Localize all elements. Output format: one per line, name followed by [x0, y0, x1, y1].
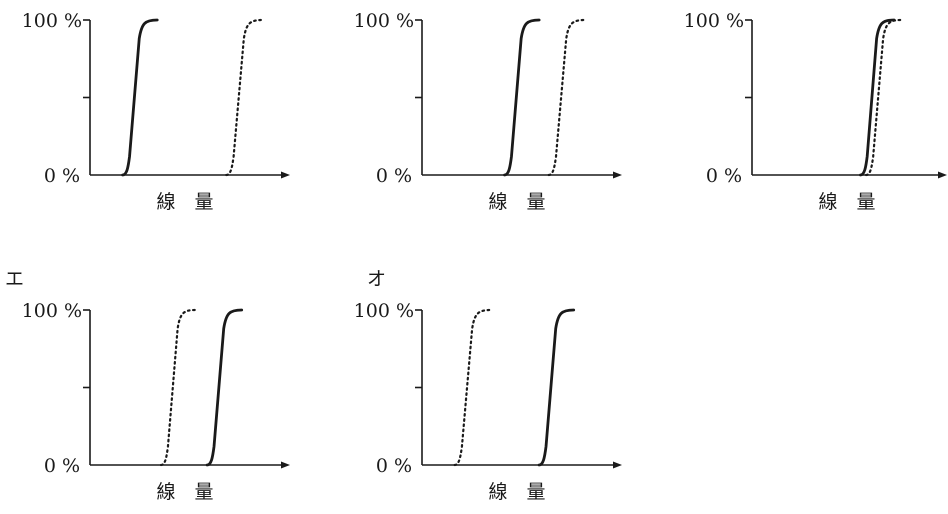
x-axis-label: 線 量: [488, 191, 545, 213]
series-line-solid: [537, 308, 576, 467]
x-axis-label: 線 量: [488, 481, 545, 503]
chart-panel-4: エ 100 % 0 % 線 量: [5, 268, 290, 503]
x-axis-label: 線 量: [156, 191, 213, 213]
chart-panel-3: 100 % 0 % 線 量: [684, 10, 947, 213]
panel-label: エ: [5, 268, 24, 290]
series-line-dotted: [225, 18, 264, 177]
x-axis-label: 線 量: [818, 191, 875, 213]
x-axis-arrow: [281, 171, 290, 179]
y-tick-label-100: 100 %: [354, 10, 414, 32]
chart-panel-1: 100 % 0 % 線 量: [22, 10, 290, 213]
chart-panel-2: 100 % 0 % 線 量: [354, 10, 622, 213]
x-axis-arrow: [281, 461, 290, 469]
x-axis-arrow: [613, 171, 622, 179]
x-axis-label: 線 量: [156, 481, 213, 503]
y-tick-label-0: 0 %: [44, 455, 80, 477]
series-line-solid: [205, 308, 244, 467]
y-tick-label-100: 100 %: [22, 300, 82, 322]
series-line-solid: [859, 18, 896, 177]
x-axis-arrow: [613, 461, 622, 469]
panel-label: オ: [367, 268, 386, 290]
y-tick-label-0: 0 %: [706, 165, 742, 187]
x-axis-arrow: [938, 171, 947, 179]
series-line-solid: [503, 18, 541, 177]
series-line-dotted: [864, 18, 903, 177]
y-tick-label-100: 100 %: [354, 300, 414, 322]
y-tick-label-100: 100 %: [22, 10, 82, 32]
series-line-dotted: [159, 308, 197, 467]
chart-panel-5: オ 100 % 0 % 線 量: [354, 268, 622, 503]
y-tick-label-100: 100 %: [684, 10, 744, 32]
series-line-dotted: [453, 308, 493, 467]
y-tick-label-0: 0 %: [376, 165, 412, 187]
y-tick-label-0: 0 %: [376, 455, 412, 477]
series-line-dotted: [547, 18, 587, 177]
y-tick-label-0: 0 %: [44, 165, 80, 187]
series-line-solid: [121, 18, 159, 177]
